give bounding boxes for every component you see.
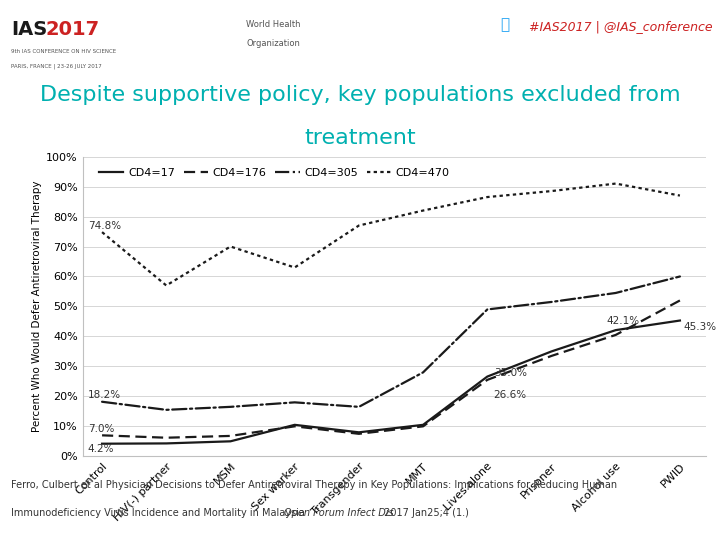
Text: 9th IAS CONFERENCE ON HIV SCIENCE: 9th IAS CONFERENCE ON HIV SCIENCE bbox=[11, 49, 116, 54]
Text: IAS: IAS bbox=[11, 19, 47, 39]
Text: 35.0%: 35.0% bbox=[494, 368, 527, 379]
Text: 18.2%: 18.2% bbox=[88, 390, 121, 400]
Text: 🐦: 🐦 bbox=[500, 17, 510, 32]
Text: 2017 Jan25;4 (1.): 2017 Jan25;4 (1.) bbox=[381, 509, 469, 518]
Text: #IAS2017 | @IAS_conference: #IAS2017 | @IAS_conference bbox=[529, 19, 713, 32]
Text: World Health: World Health bbox=[246, 19, 301, 29]
Text: 26.6%: 26.6% bbox=[494, 390, 527, 400]
Text: 7.0%: 7.0% bbox=[88, 424, 114, 434]
Text: 4.2%: 4.2% bbox=[88, 444, 114, 454]
Text: Open Forum Infect Dis: Open Forum Infect Dis bbox=[284, 509, 393, 518]
Text: 2017: 2017 bbox=[45, 19, 99, 39]
Text: 42.1%: 42.1% bbox=[606, 316, 639, 326]
Text: Ferro, Culbert et al Physician Decisions to Defer Antiretroviral Therapy in Key : Ferro, Culbert et al Physician Decisions… bbox=[11, 481, 617, 490]
Y-axis label: Percent Who Would Defer Antiretroviral Therapy: Percent Who Would Defer Antiretroviral T… bbox=[32, 181, 42, 432]
Text: Immunodeficiency Virus Incidence and Mortality in Malaysia: Immunodeficiency Virus Incidence and Mor… bbox=[11, 509, 307, 518]
Legend: CD4=17, CD4=176, CD4=305, CD4=470: CD4=17, CD4=176, CD4=305, CD4=470 bbox=[94, 164, 454, 183]
Text: PARIS, FRANCE | 23-26 JULY 2017: PARIS, FRANCE | 23-26 JULY 2017 bbox=[11, 63, 102, 69]
Text: Despite supportive policy, key populations excluded from: Despite supportive policy, key populatio… bbox=[40, 85, 680, 105]
Text: Organization: Organization bbox=[247, 39, 300, 48]
Text: treatment: treatment bbox=[304, 128, 416, 148]
Text: 45.3%: 45.3% bbox=[683, 322, 716, 332]
Text: 74.8%: 74.8% bbox=[88, 221, 121, 231]
